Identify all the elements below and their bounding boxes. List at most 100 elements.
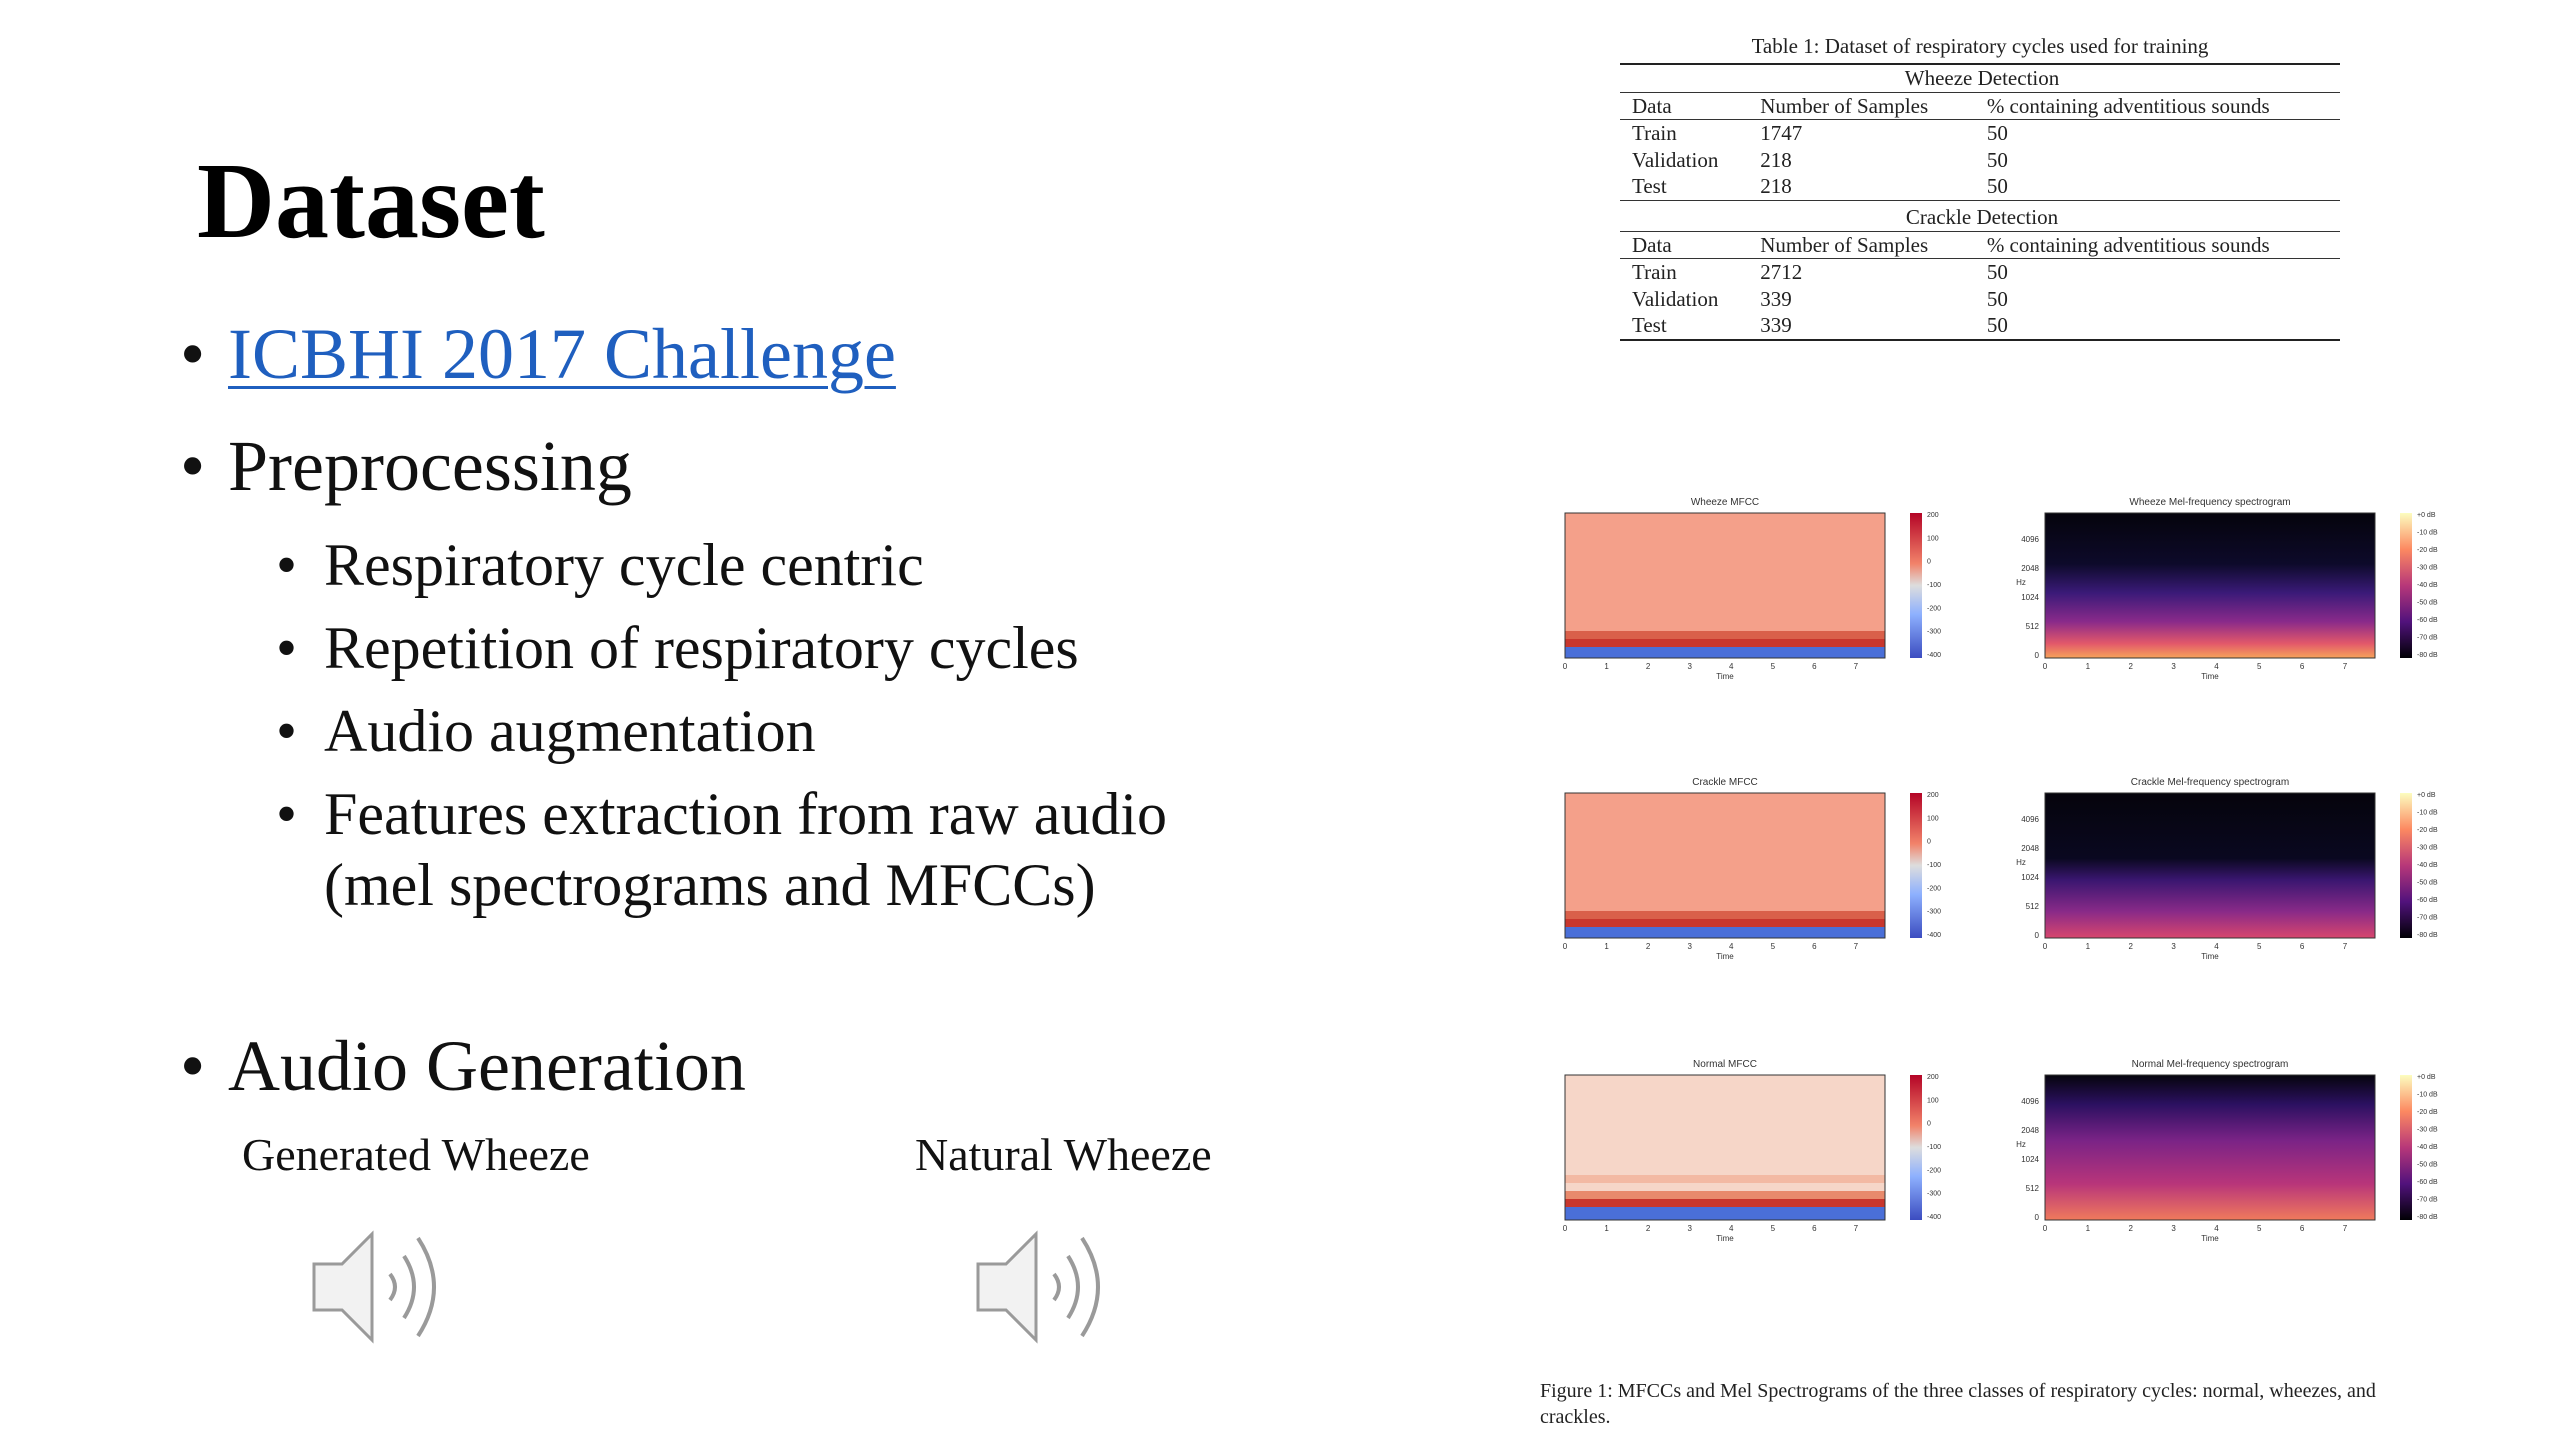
speaker-icon[interactable] xyxy=(972,1222,1132,1352)
table-column-headers: Data Number of Samples % containing adve… xyxy=(1620,92,2340,120)
y-tick-label: 2048 xyxy=(2021,1126,2039,1135)
colorbar-tick-label: -60 dB xyxy=(2417,617,2438,624)
bullet-challenge: • ICBHI 2017 Challenge xyxy=(180,314,896,394)
colorbar-tick-label: -80 dB xyxy=(2417,1214,2438,1221)
sub-bullet-3: • Audio augmentation xyxy=(276,698,816,764)
x-tick-label: 7 xyxy=(1854,942,1859,951)
colorbar-tick-label: -80 dB xyxy=(2417,652,2438,659)
x-axis-label: Time xyxy=(1716,952,1734,961)
y-tick-label: 0 xyxy=(2035,651,2040,660)
x-tick-label: 2 xyxy=(2128,942,2133,951)
svg-text:Wheeze MFCC: Wheeze MFCC xyxy=(1691,497,1759,508)
mel-colorbar xyxy=(2400,1075,2412,1220)
sub-bullet-1: • Respiratory cycle centric xyxy=(276,532,924,598)
colorbar-tick-label: -10 dB xyxy=(2417,1092,2438,1099)
x-tick-label: 6 xyxy=(2300,942,2305,951)
speaker-icon[interactable] xyxy=(308,1222,468,1352)
x-tick-label: 1 xyxy=(1604,942,1609,951)
x-tick-label: 0 xyxy=(1563,1224,1568,1233)
x-tick-label: 1 xyxy=(2086,662,2091,671)
y-axis-label: Hz xyxy=(2016,858,2026,867)
colorbar-tick-label: 200 xyxy=(1927,512,1939,519)
x-tick-label: 3 xyxy=(1687,662,1692,671)
y-tick-label: 2048 xyxy=(2021,564,2039,573)
y-axis-label: Hz xyxy=(2016,1140,2026,1149)
x-tick-label: 2 xyxy=(1646,662,1651,671)
natural-wheeze-label: Natural Wheeze xyxy=(915,1129,1212,1180)
colorbar-tick-label: -40 dB xyxy=(2417,582,2438,589)
svg-text:Normal Mel-frequency spectrogr: Normal Mel-frequency spectrogram xyxy=(2132,1059,2289,1070)
colorbar-tick-label: -60 dB xyxy=(2417,897,2438,904)
svg-text:Normal MFCC: Normal MFCC xyxy=(1693,1059,1757,1070)
colorbar-tick-label: -30 dB xyxy=(2417,1127,2438,1134)
colorbar-tick-label: +0 dB xyxy=(2417,792,2436,799)
x-tick-label: 4 xyxy=(2214,662,2219,671)
colorbar-tick-label: -400 xyxy=(1927,932,1941,939)
y-tick-label: 1024 xyxy=(2021,593,2039,602)
y-tick-label: 1024 xyxy=(2021,873,2039,882)
colorbar-tick-label: -10 dB xyxy=(2417,810,2438,817)
colorbar-tick-label: 0 xyxy=(1927,1121,1931,1128)
figure-caption: Figure 1: MFCCs and Mel Spectrograms of … xyxy=(1540,1380,2376,1428)
table-row: Validation 218 50 xyxy=(1632,147,2008,172)
x-axis-label: Time xyxy=(2201,952,2219,961)
colorbar-tick-label: -40 dB xyxy=(2417,1144,2438,1151)
preprocessing-label: Preprocessing xyxy=(228,426,632,506)
colorbar-tick-label: 100 xyxy=(1927,1097,1939,1104)
x-tick-label: 7 xyxy=(1854,1224,1859,1233)
table-section-header: Crackle Detection xyxy=(1620,200,2340,232)
colorbar-tick-label: -300 xyxy=(1927,909,1941,916)
colorbar-tick-label: 0 xyxy=(1927,559,1931,566)
x-tick-label: 3 xyxy=(2171,662,2176,671)
colorbar-tick-label: -100 xyxy=(1927,1144,1941,1151)
y-tick-label: 0 xyxy=(2035,1213,2040,1222)
x-tick-label: 5 xyxy=(1771,1224,1776,1233)
y-tick-label: 512 xyxy=(2026,622,2040,631)
x-tick-label: 1 xyxy=(1604,1224,1609,1233)
table-column-headers: Data Number of Samples % containing adve… xyxy=(1620,231,2340,259)
x-tick-label: 6 xyxy=(2300,662,2305,671)
x-tick-label: 3 xyxy=(1687,1224,1692,1233)
mel-spectrogram xyxy=(2045,793,2375,938)
colorbar-tick-label: -200 xyxy=(1927,885,1941,892)
x-tick-label: 7 xyxy=(2343,942,2348,951)
colorbar-tick-label: -200 xyxy=(1927,1167,1941,1174)
x-tick-label: 3 xyxy=(1687,942,1692,951)
table-caption: Table 1: Dataset of respiratory cycles u… xyxy=(1751,34,2209,58)
table-row: Validation 339 50 xyxy=(1632,286,2008,311)
x-tick-label: 0 xyxy=(2043,1224,2048,1233)
colorbar-tick-label: -70 dB xyxy=(2417,1197,2438,1204)
sub-bullet-4-continuation: (mel spectrograms and MFCCs) xyxy=(324,851,1096,918)
colorbar-tick-label: -60 dB xyxy=(2417,1179,2438,1186)
normal-mel-panel: Normal Mel-frequency spectrogram xyxy=(2044,1059,2412,1221)
y-tick-label: 0 xyxy=(2035,931,2040,940)
x-axis-label: Time xyxy=(2201,672,2219,681)
x-tick-label: 2 xyxy=(2128,662,2133,671)
x-tick-label: 6 xyxy=(2300,1224,2305,1233)
x-tick-label: 4 xyxy=(1729,1224,1734,1233)
table-row: Test 218 50 xyxy=(1632,174,2008,199)
colorbar-tick-label: -20 dB xyxy=(2417,827,2438,834)
x-tick-label: 0 xyxy=(1563,662,1568,671)
bullet-audio-generation: • Audio Generation xyxy=(180,1026,746,1106)
colorbar-tick-label: -40 dB xyxy=(2417,862,2438,869)
colorbar-tick-label: 0 xyxy=(1927,839,1931,846)
svg-text:Crackle Mel-frequency spectrog: Crackle Mel-frequency spectrogram xyxy=(2131,777,2289,788)
x-tick-label: 0 xyxy=(2043,942,2048,951)
colorbar-tick-label: -100 xyxy=(1927,582,1941,589)
mfcc-colorbar xyxy=(1910,793,1922,938)
y-tick-label: 512 xyxy=(2026,1184,2040,1193)
challenge-link[interactable]: ICBHI 2017 Challenge xyxy=(228,314,896,394)
x-tick-label: 1 xyxy=(2086,942,2091,951)
dataset-table: Table 1: Dataset of respiratory cycles u… xyxy=(1620,34,2340,341)
crackle-mel-panel: Crackle Mel-frequency spectrogram xyxy=(2044,777,2412,939)
colorbar-tick-label: 100 xyxy=(1927,815,1939,822)
x-tick-label: 5 xyxy=(1771,662,1776,671)
x-tick-label: 5 xyxy=(1771,942,1776,951)
colorbar-tick-label: -300 xyxy=(1927,1191,1941,1198)
crackle-mfcc-panel: Crackle MFCC xyxy=(1564,777,1922,939)
colorbar-tick-label: -70 dB xyxy=(2417,915,2438,922)
y-tick-label: 512 xyxy=(2026,902,2040,911)
colorbar-tick-label: -80 dB xyxy=(2417,932,2438,939)
x-tick-label: 7 xyxy=(2343,662,2348,671)
